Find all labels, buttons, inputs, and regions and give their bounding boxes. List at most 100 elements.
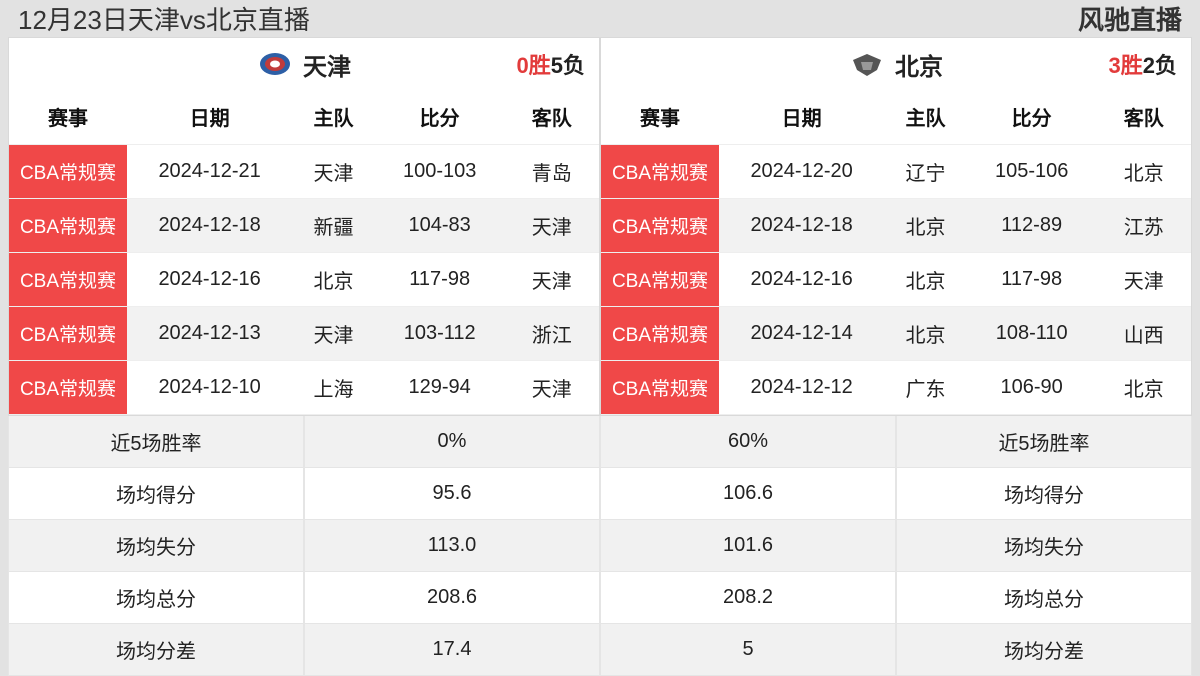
cell-event: CBA常规赛 <box>601 360 719 414</box>
team-header-left: 天津 0胜5负 <box>9 38 599 90</box>
cell-score: 117-98 <box>967 252 1097 306</box>
cell-score: 104-83 <box>375 198 505 252</box>
cell-home: 辽宁 <box>884 144 967 198</box>
top-bar: 12月23日天津vs北京直播 风驰直播 <box>0 0 1200 37</box>
cell-date: 2024-12-21 <box>127 144 292 198</box>
cell-away: 天津 <box>505 360 599 414</box>
cell-score: 112-89 <box>967 198 1097 252</box>
team-record-right-loss: 2负 <box>1143 48 1177 80</box>
team-logo-left-icon <box>257 50 293 78</box>
cell-away: 山西 <box>1097 306 1191 360</box>
col-away: 客队 <box>505 90 599 144</box>
cell-away: 青岛 <box>505 144 599 198</box>
cell-score: 105-106 <box>967 144 1097 198</box>
stats-label-left-winrate: 近5场胜率 <box>8 416 304 468</box>
cell-home: 广东 <box>884 360 967 414</box>
page-title: 12月23日天津vs北京直播 <box>18 0 310 37</box>
stats-label-right-winrate: 近5场胜率 <box>896 416 1192 468</box>
col-score: 比分 <box>375 90 505 144</box>
cell-date: 2024-12-12 <box>719 360 884 414</box>
cell-event: CBA常规赛 <box>9 144 127 198</box>
stats-value-right-winrate: 60% <box>600 416 896 468</box>
table-row: CBA常规赛2024-12-18新疆104-83天津 <box>9 198 599 252</box>
cell-event: CBA常规赛 <box>9 252 127 306</box>
cell-score: 108-110 <box>967 306 1097 360</box>
team-logo-right-icon <box>849 50 885 78</box>
col-date: 日期 <box>719 90 884 144</box>
table-header-row: 赛事 日期 主队 比分 客队 <box>601 90 1191 144</box>
team-name-right: 北京 <box>895 47 943 82</box>
cell-score: 117-98 <box>375 252 505 306</box>
cell-away: 江苏 <box>1097 198 1191 252</box>
team-record-left-loss: 5负 <box>551 48 585 80</box>
cell-home: 天津 <box>292 144 375 198</box>
stats-grid: 近5场胜率 0% 60% 近5场胜率 场均得分 95.6 106.6 场均得分 … <box>0 416 1200 676</box>
cell-away: 天津 <box>1097 252 1191 306</box>
cell-home: 新疆 <box>292 198 375 252</box>
stats-value-left-avgtotal: 208.6 <box>304 572 600 624</box>
cell-event: CBA常规赛 <box>601 144 719 198</box>
games-tbody-right: CBA常规赛2024-12-20辽宁105-106北京CBA常规赛2024-12… <box>601 144 1191 414</box>
stats-label-left-avgscore: 场均得分 <box>8 468 304 520</box>
cell-home: 北京 <box>884 252 967 306</box>
stats-label-left-avgtotal: 场均总分 <box>8 572 304 624</box>
table-row: CBA常规赛2024-12-12广东106-90北京 <box>601 360 1191 414</box>
brand-label: 风驰直播 <box>1078 0 1182 37</box>
cell-date: 2024-12-10 <box>127 360 292 414</box>
cell-away: 浙江 <box>505 306 599 360</box>
stats-label-right-avgtotal: 场均总分 <box>896 572 1192 624</box>
col-event: 赛事 <box>601 90 719 144</box>
table-row: CBA常规赛2024-12-16北京117-98天津 <box>9 252 599 306</box>
col-score: 比分 <box>967 90 1097 144</box>
cell-home: 天津 <box>292 306 375 360</box>
stats-row-avgtotal: 场均总分 208.6 208.2 场均总分 <box>8 572 1192 624</box>
cell-event: CBA常规赛 <box>9 360 127 414</box>
cell-away: 北京 <box>1097 144 1191 198</box>
cell-home: 北京 <box>292 252 375 306</box>
col-date: 日期 <box>127 90 292 144</box>
table-row: CBA常规赛2024-12-13天津103-112浙江 <box>9 306 599 360</box>
cell-date: 2024-12-16 <box>719 252 884 306</box>
stats-value-left-avgmargin: 17.4 <box>304 624 600 676</box>
cell-event: CBA常规赛 <box>601 306 719 360</box>
stats-row-winrate: 近5场胜率 0% 60% 近5场胜率 <box>8 416 1192 468</box>
stats-row-avgconcede: 场均失分 113.0 101.6 场均失分 <box>8 520 1192 572</box>
team-panel-left: 天津 0胜5负 赛事 日期 主队 比分 客队 CBA常规赛2024-12-21天… <box>8 37 600 416</box>
cell-home: 北京 <box>884 306 967 360</box>
team-record-left: 0胜5负 <box>517 38 586 90</box>
cell-date: 2024-12-18 <box>719 198 884 252</box>
stats-row-avgmargin: 场均分差 17.4 5 场均分差 <box>8 624 1192 676</box>
team-record-left-win: 0胜 <box>517 48 551 80</box>
stats-value-left-avgconcede: 113.0 <box>304 520 600 572</box>
stats-label-right-avgscore: 场均得分 <box>896 468 1192 520</box>
games-tbody-left: CBA常规赛2024-12-21天津100-103青岛CBA常规赛2024-12… <box>9 144 599 414</box>
table-header-row: 赛事 日期 主队 比分 客队 <box>9 90 599 144</box>
stats-label-left-avgmargin: 场均分差 <box>8 624 304 676</box>
team-name-left-block: 天津 <box>9 38 599 90</box>
cell-date: 2024-12-16 <box>127 252 292 306</box>
stats-value-right-avgconcede: 101.6 <box>600 520 896 572</box>
teams-panels: 天津 0胜5负 赛事 日期 主队 比分 客队 CBA常规赛2024-12-21天… <box>0 37 1200 416</box>
team-name-left: 天津 <box>303 47 351 82</box>
col-event: 赛事 <box>9 90 127 144</box>
cell-event: CBA常规赛 <box>9 306 127 360</box>
stats-label-right-avgmargin: 场均分差 <box>896 624 1192 676</box>
cell-score: 103-112 <box>375 306 505 360</box>
col-home: 主队 <box>292 90 375 144</box>
team-header-right: 北京 3胜2负 <box>601 38 1191 90</box>
cell-score: 106-90 <box>967 360 1097 414</box>
col-away: 客队 <box>1097 90 1191 144</box>
stats-value-right-avgscore: 106.6 <box>600 468 896 520</box>
cell-score: 129-94 <box>375 360 505 414</box>
cell-event: CBA常规赛 <box>9 198 127 252</box>
games-table-right: 赛事 日期 主队 比分 客队 CBA常规赛2024-12-20辽宁105-106… <box>601 90 1191 415</box>
page-root: 12月23日天津vs北京直播 风驰直播 天津 0胜5负 赛事 <box>0 0 1200 675</box>
stats-row-avgscore: 场均得分 95.6 106.6 场均得分 <box>8 468 1192 520</box>
cell-date: 2024-12-13 <box>127 306 292 360</box>
cell-home: 上海 <box>292 360 375 414</box>
stats-value-left-winrate: 0% <box>304 416 600 468</box>
cell-event: CBA常规赛 <box>601 198 719 252</box>
team-record-right: 3胜2负 <box>1109 38 1178 90</box>
cell-away: 北京 <box>1097 360 1191 414</box>
table-row: CBA常规赛2024-12-14北京108-110山西 <box>601 306 1191 360</box>
